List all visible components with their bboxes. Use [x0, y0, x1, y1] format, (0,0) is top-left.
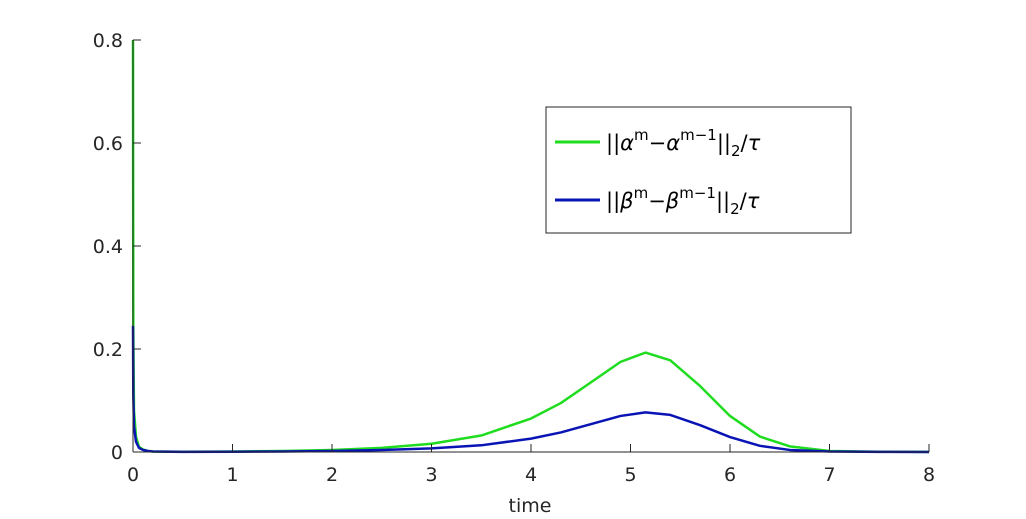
y-tick-label: 0.8: [93, 30, 123, 52]
x-tick-label: 2: [326, 464, 338, 486]
y-tick-label: 0.2: [93, 339, 123, 361]
x-tick-label: 6: [724, 464, 736, 486]
axes-layer: 0 1 2 3 4 5 6 7 8 0 0.2 0.4 0.6 0.8: [93, 30, 935, 486]
legend: ||αm−αm−1||2/τ ||βm−βm−1||2/τ: [545, 106, 852, 234]
x-tick-label: 8: [923, 464, 935, 486]
y-tick-label: 0.4: [93, 236, 123, 258]
x-tick-label: 7: [823, 464, 835, 486]
series-line-1: [131, 325, 930, 454]
x-tick-label: 3: [425, 464, 437, 486]
series-layer: [131, 39, 930, 454]
x-tick-label: 4: [525, 464, 537, 486]
y-tick-label: 0.6: [93, 133, 123, 155]
legend-box: [545, 106, 852, 234]
y-tick-label: 0: [111, 442, 123, 464]
x-tick-label: 1: [226, 464, 238, 486]
x-axis-label: time: [509, 495, 552, 517]
x-tick-label: 5: [624, 464, 636, 486]
x-tick-label: 0: [127, 464, 139, 486]
